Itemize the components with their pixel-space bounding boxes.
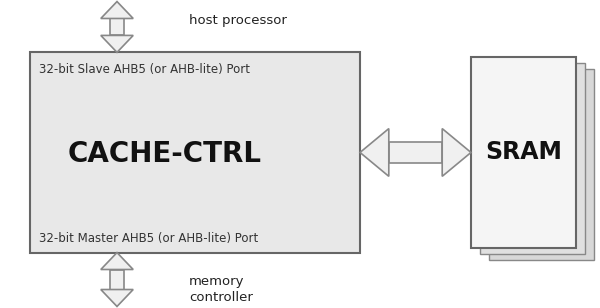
Text: controller: controller [189,291,253,304]
Text: host processor: host processor [189,14,287,26]
Text: SRAM: SRAM [485,140,562,164]
Text: memory: memory [189,275,245,288]
Polygon shape [389,142,442,163]
Polygon shape [101,290,133,306]
Text: 32-bit Slave AHB5 (or AHB-lite) Port: 32-bit Slave AHB5 (or AHB-lite) Port [39,63,250,76]
Polygon shape [442,129,471,176]
Text: CACHE-CTRL: CACHE-CTRL [68,140,262,168]
Bar [480,63,585,254]
Polygon shape [101,2,133,18]
Bar [30,52,360,253]
Text: 32-bit Master AHB5 (or AHB-lite) Port: 32-bit Master AHB5 (or AHB-lite) Port [39,232,258,245]
Bar [471,57,576,248]
Bar [489,69,594,260]
Polygon shape [101,35,133,52]
Polygon shape [110,18,124,35]
Polygon shape [101,253,133,270]
Polygon shape [110,270,124,290]
Polygon shape [360,129,389,176]
